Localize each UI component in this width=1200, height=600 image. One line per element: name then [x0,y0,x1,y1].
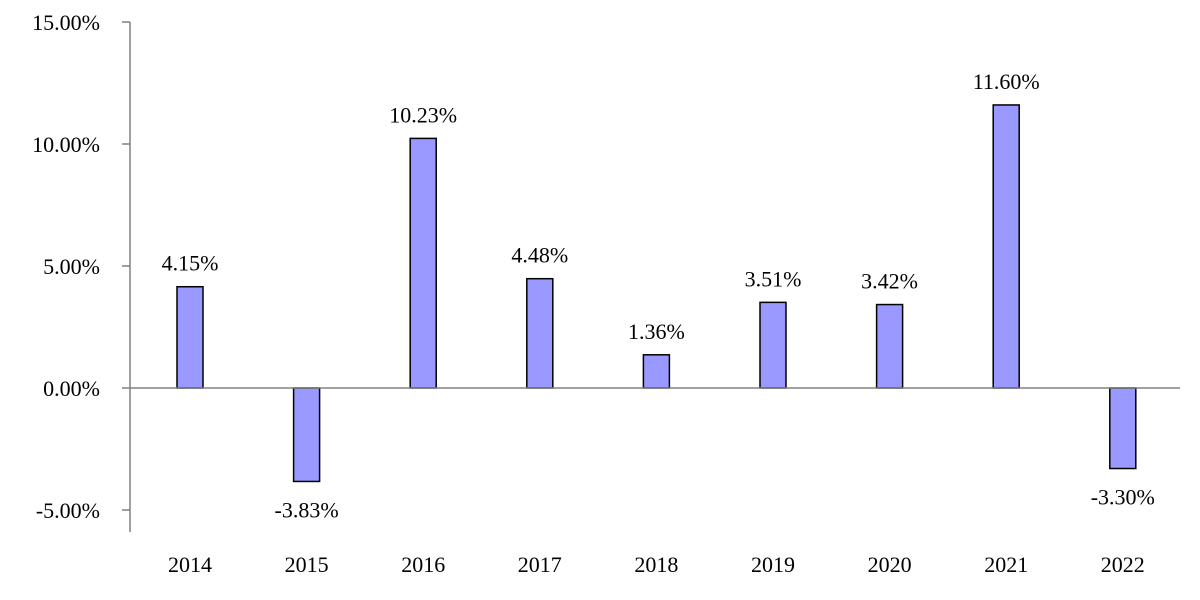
x-tick-label: 2018 [634,552,678,577]
bar-2017 [526,277,554,389]
data-label-2019: 3.51% [745,266,802,291]
x-tick-label: 2021 [984,552,1028,577]
data-label-2016: 10.23% [389,102,457,127]
bar-2014 [176,285,204,389]
data-label-2017: 4.48% [511,243,568,268]
x-tick-label: 2022 [1101,552,1145,577]
data-labels: 4.15% -3.83% 10.23% 4.48% 1.36% 3.51% 3.42% 11.… [162,69,1155,522]
y-tick-label: 10.00% [32,132,100,157]
y-tick-label: -5.00% [36,498,100,523]
x-tick-label: 2015 [285,552,329,577]
bar-2018 [642,354,671,389]
x-tick-label: 2014 [168,552,212,577]
bar-2019 [759,301,787,389]
x-tick-label: 2019 [751,552,795,577]
y-axis: 15.00% 10.00% 5.00% 0.00% -5.00% [32,10,131,532]
y-tick-label: 15.00% [32,10,100,35]
data-label-2015: -3.83% [275,497,339,522]
y-tick-label: 5.00% [43,254,100,279]
category-labels: 2014 2015 2016 2017 2018 2019 2020 2021 2022 [168,552,1145,577]
x-tick-label: 2020 [868,552,912,577]
bar-2021 [992,104,1020,389]
data-label-2020: 3.42% [861,269,918,294]
data-label-2022: -3.30% [1091,485,1155,510]
y-tick-label: 0.00% [43,376,100,401]
data-label-2018: 1.36% [628,319,685,344]
bar-2020 [875,303,904,389]
bars [176,104,1137,483]
bar-2016 [409,137,437,389]
data-label-2014: 4.15% [162,251,219,276]
bar-2022 [1109,387,1137,470]
x-tick-label: 2017 [518,552,562,577]
bar-2015 [292,387,321,483]
x-tick-label: 2016 [401,552,445,577]
data-label-2021: 11.60% [973,69,1040,94]
